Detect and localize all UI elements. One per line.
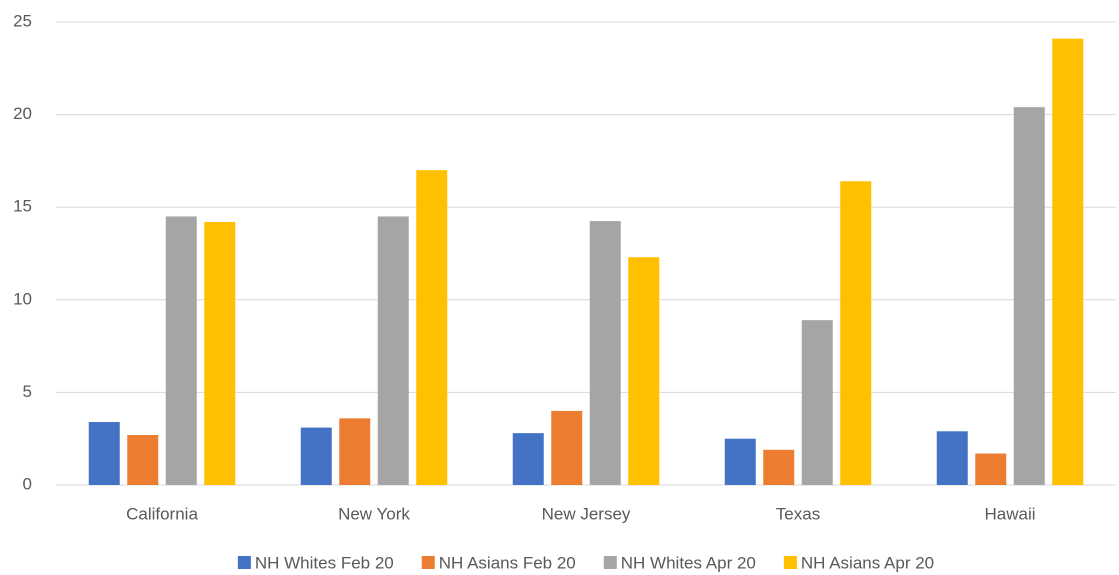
bar <box>377 216 409 485</box>
x-tick-label: Texas <box>776 504 820 523</box>
bar <box>589 221 621 485</box>
legend-swatch <box>783 556 797 569</box>
x-tick-label: New Jersey <box>542 504 631 523</box>
legend-label: NH Asians Feb 20 <box>439 553 576 572</box>
bar <box>936 431 968 485</box>
y-tick-label: 10 <box>13 289 32 308</box>
y-tick-label: 15 <box>13 197 32 216</box>
bar <box>339 418 371 485</box>
bar <box>975 453 1007 485</box>
bar <box>801 320 833 485</box>
legend-swatch <box>237 556 251 569</box>
bar <box>724 438 756 485</box>
bar <box>840 181 872 485</box>
y-tick-label: 0 <box>23 474 32 493</box>
bar <box>300 427 332 485</box>
legend-label: NH Whites Apr 20 <box>621 553 756 572</box>
bar <box>1013 107 1045 485</box>
bar <box>204 222 236 486</box>
x-tick-label: New York <box>338 504 410 523</box>
bar <box>628 257 660 485</box>
y-tick-label: 5 <box>23 382 32 401</box>
bar <box>127 434 159 485</box>
bar <box>512 433 544 485</box>
bar <box>763 449 795 485</box>
bar <box>416 170 448 485</box>
legend-label: NH Whites Feb 20 <box>255 553 394 572</box>
legend-swatch <box>421 556 435 569</box>
bar <box>1052 38 1084 485</box>
x-tick-label: Hawaii <box>984 504 1035 523</box>
bar <box>88 422 120 485</box>
legend-swatch <box>603 556 617 569</box>
legend-label: NH Asians Apr 20 <box>801 553 934 572</box>
y-tick-label: 25 <box>13 11 32 30</box>
bar <box>165 216 197 485</box>
y-tick-label: 20 <box>13 104 32 123</box>
bar <box>551 410 583 485</box>
x-tick-label: California <box>126 504 198 523</box>
